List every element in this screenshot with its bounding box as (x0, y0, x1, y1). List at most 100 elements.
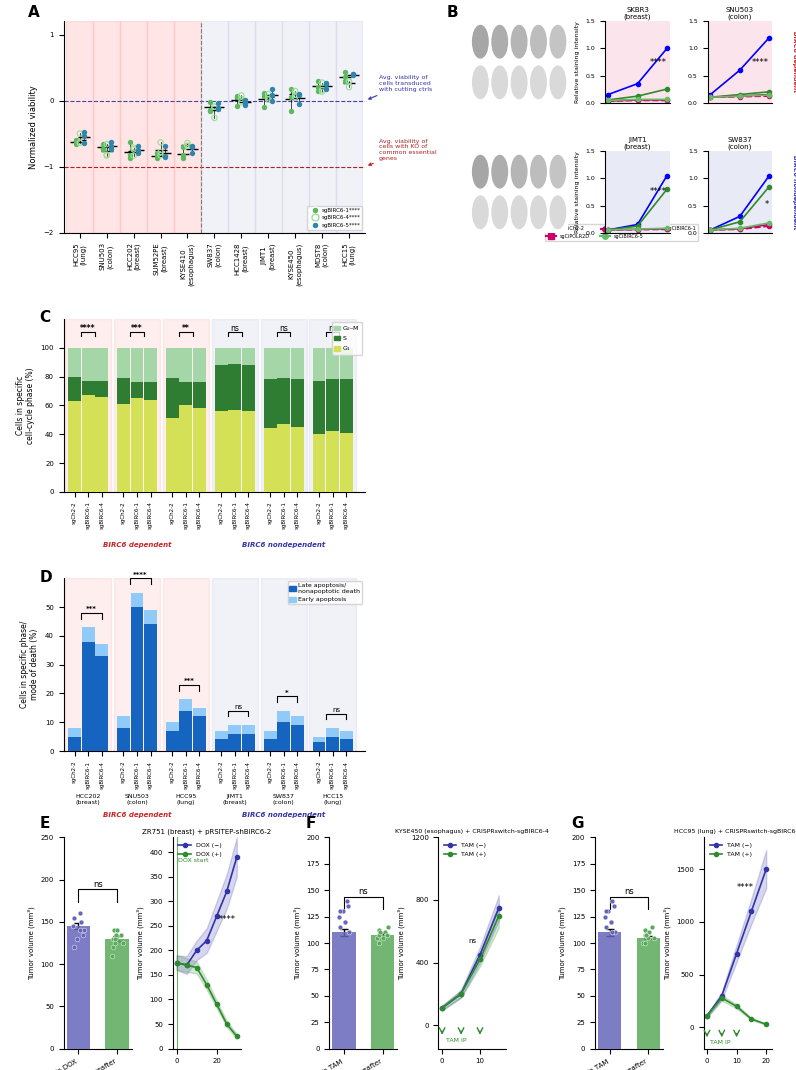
Bar (68, 401, 81, 492)
Point (342, 898, 355, 915)
Bar (163, 319, 209, 492)
Bar (82, 642, 95, 751)
Point (107, 930, 119, 947)
Point (235, 87, 248, 104)
Title: KYSE450 (esophagus) + CRISPRswitch-sgBIRC6-4: KYSE450 (esophagus) + CRISPRswitch-sgBIR… (396, 829, 549, 835)
Point (262, 91, 275, 108)
Y-axis label: Tumor volume (mm³): Tumor volume (mm³) (559, 906, 566, 980)
Point (150, 150, 163, 167)
Point (602, 903, 615, 920)
DOX (+) (202, 978, 212, 991)
Point (333, 908, 345, 926)
Bar (291, 725, 304, 751)
Point (646, 919, 658, 936)
Text: JIMT1
(breast): JIMT1 (breast) (222, 794, 247, 805)
Bar (215, 411, 228, 492)
TAM (−) (494, 901, 504, 914)
Bar (120, 21, 147, 232)
Text: D: D (40, 569, 53, 584)
DOX (−) (182, 959, 192, 972)
Y-axis label: Tumor volume (mm³): Tumor volume (mm³) (663, 906, 671, 980)
Bar (131, 593, 143, 607)
Point (158, 148, 171, 165)
Point (73, 921, 86, 938)
Text: *: * (765, 200, 769, 209)
Bar (263, 348, 276, 380)
Point (599, 903, 612, 920)
TAM (−) (732, 947, 741, 960)
Legend: TAM (−), TAM (+): TAM (−), TAM (+) (442, 841, 489, 859)
Bar (212, 578, 258, 751)
Bar (310, 578, 356, 751)
Point (127, 141, 140, 158)
Point (123, 149, 136, 166)
Point (208, 98, 220, 116)
Bar (131, 607, 143, 751)
Bar (179, 348, 193, 382)
Bar (260, 319, 306, 492)
Point (69, 132, 82, 149)
DOX (+) (212, 998, 221, 1011)
Y-axis label: Relative staining intensity: Relative staining intensity (576, 151, 580, 233)
TAM (+) (702, 1009, 712, 1022)
Bar (326, 380, 339, 431)
TAM (−) (702, 1009, 712, 1022)
Text: ****: **** (650, 58, 666, 66)
Point (342, 73, 355, 90)
Point (604, 914, 617, 931)
Title: JIMT1
(breast): JIMT1 (breast) (624, 137, 651, 150)
Point (154, 147, 167, 164)
Bar (117, 378, 130, 404)
Point (316, 74, 329, 91)
TAM (−) (475, 948, 485, 961)
Text: HCC15
(lung): HCC15 (lung) (322, 794, 343, 805)
Text: TAM IP: TAM IP (446, 1038, 466, 1043)
Bar (340, 380, 353, 432)
Point (204, 93, 217, 110)
Circle shape (550, 66, 566, 98)
Text: **: ** (182, 324, 189, 333)
Text: ns: ns (328, 324, 337, 333)
Point (638, 926, 651, 943)
Text: *: * (285, 690, 289, 696)
Title: ZR751 (breast) + pRSITEP-shBIRC6-2: ZR751 (breast) + pRSITEP-shBIRC6-2 (142, 828, 271, 835)
Point (647, 929, 660, 946)
Y-axis label: Tumor volume (mm³): Tumor volume (mm³) (136, 906, 144, 980)
Text: BIRC6 nondependent: BIRC6 nondependent (242, 811, 326, 817)
Bar (96, 348, 108, 381)
Point (116, 934, 129, 951)
Point (96, 140, 109, 157)
Bar (65, 578, 111, 751)
Bar (228, 410, 241, 492)
Bar (82, 395, 95, 492)
Point (177, 138, 189, 155)
Point (73, 125, 86, 142)
Text: BIRC6 dependent: BIRC6 dependent (103, 811, 171, 817)
Point (100, 146, 113, 163)
Text: A: A (28, 4, 39, 19)
Point (150, 148, 163, 165)
Point (342, 73, 355, 90)
Point (606, 892, 618, 910)
Title: SNU503
(colon): SNU503 (colon) (726, 6, 754, 20)
Text: ***: *** (184, 678, 195, 685)
Point (104, 134, 117, 151)
Bar (277, 348, 290, 378)
DOX (−) (232, 851, 241, 863)
Point (158, 137, 171, 154)
Bar (166, 378, 179, 418)
Point (312, 73, 325, 90)
Bar (309, 21, 336, 232)
Point (107, 921, 120, 938)
Circle shape (531, 26, 546, 58)
Bar (179, 699, 193, 710)
Point (320, 75, 333, 92)
Point (107, 938, 119, 956)
Point (642, 929, 654, 946)
Bar (193, 717, 206, 751)
TAM (−) (747, 905, 756, 918)
Bar (263, 731, 276, 739)
Point (289, 89, 302, 106)
Point (373, 934, 385, 951)
Point (154, 134, 167, 151)
